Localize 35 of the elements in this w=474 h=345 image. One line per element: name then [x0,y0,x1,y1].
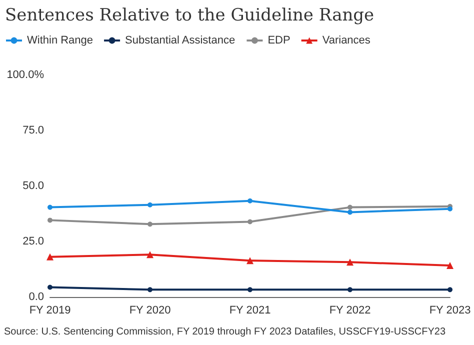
x-tick-label: FY 2021 [229,304,271,316]
y-tick-label: 75.0 [22,124,44,136]
source-note: Source: U.S. Sentencing Commission, FY 2019 through FY 2023 Datafiles, USSCFY19-USSCFY23 [4,326,446,338]
legend-label: Substantial Assistance [125,34,236,46]
legend-label: Variances [322,34,371,46]
point [48,284,52,290]
x-tick-label: FY 2022 [329,304,371,316]
point [248,287,252,292]
legend-label: EDP [268,34,290,46]
y-tick-label: 100.0% [6,69,44,81]
x-tick-label: FY 2020 [129,304,171,316]
point [248,219,252,224]
point [148,202,152,208]
point [248,198,252,204]
point [148,287,152,292]
chart-title: Sentences Relative to the Guideline Range [5,6,374,26]
point [246,257,254,264]
point [446,262,454,269]
point [148,222,152,227]
point [348,210,352,215]
y-tick-label: 25.0 [22,236,44,248]
point [348,204,352,210]
point [448,287,452,292]
point [348,287,352,292]
x-tick-label: FY 2019 [29,304,71,316]
point [146,251,154,258]
legend-label: Within Range [27,34,94,46]
point [448,206,452,212]
point [46,253,54,260]
x-tick-label: FY 2023 [429,304,471,316]
point [346,258,354,266]
y-tick-label: 50.0 [22,180,44,192]
point [48,204,52,210]
y-tick-label: 0.0 [28,291,44,303]
point [48,218,52,223]
